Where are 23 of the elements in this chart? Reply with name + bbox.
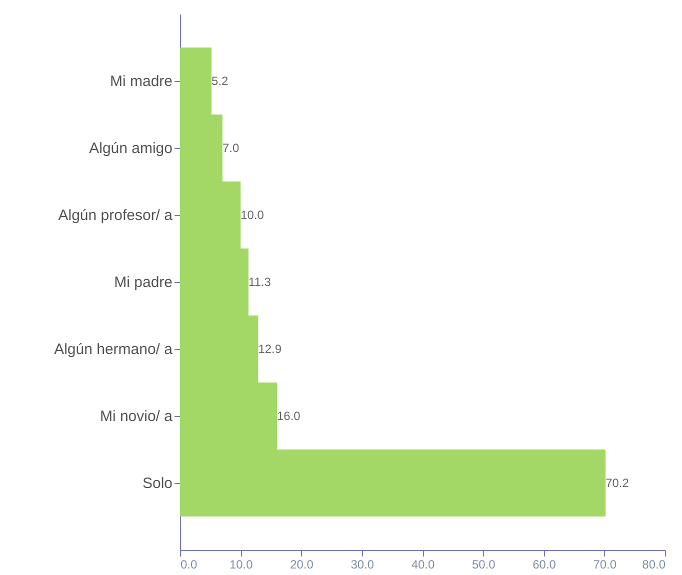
- x-tick-label: 60.0: [532, 558, 556, 572]
- data-label: 7.0: [222, 141, 240, 155]
- x-tick-label: 10.0: [229, 558, 254, 572]
- y-tick-label: Mi madre: [110, 73, 172, 90]
- x-tick-label: 80.0: [642, 558, 666, 572]
- x-tick-label: 20.0: [290, 558, 314, 572]
- x-tick-label: 50.0: [472, 558, 496, 572]
- y-tick-label: Algún profesor/ a: [58, 207, 174, 224]
- x-tick-label: 30.0: [350, 558, 374, 572]
- x-tick-label: 70.0: [593, 558, 617, 572]
- data-label: 5.2: [212, 74, 229, 88]
- y-tick-label: Solo: [142, 475, 172, 492]
- x-tick-label: 40.0: [411, 558, 435, 572]
- y-tick-label: Algún amigo: [89, 140, 172, 157]
- x-tick-label: 0.0: [180, 558, 198, 572]
- data-label: 12.9: [258, 342, 282, 356]
- data-label: 70.2: [606, 476, 630, 490]
- data-label: 11.3: [248, 275, 272, 289]
- data-label: 10.0: [240, 208, 264, 222]
- y-tick-label: Algún hermano/ a: [54, 341, 174, 358]
- y-tick-label: Mi novio/ a: [100, 408, 174, 425]
- y-tick-label: Mi padre: [114, 274, 172, 291]
- data-label: 16.0: [277, 409, 301, 423]
